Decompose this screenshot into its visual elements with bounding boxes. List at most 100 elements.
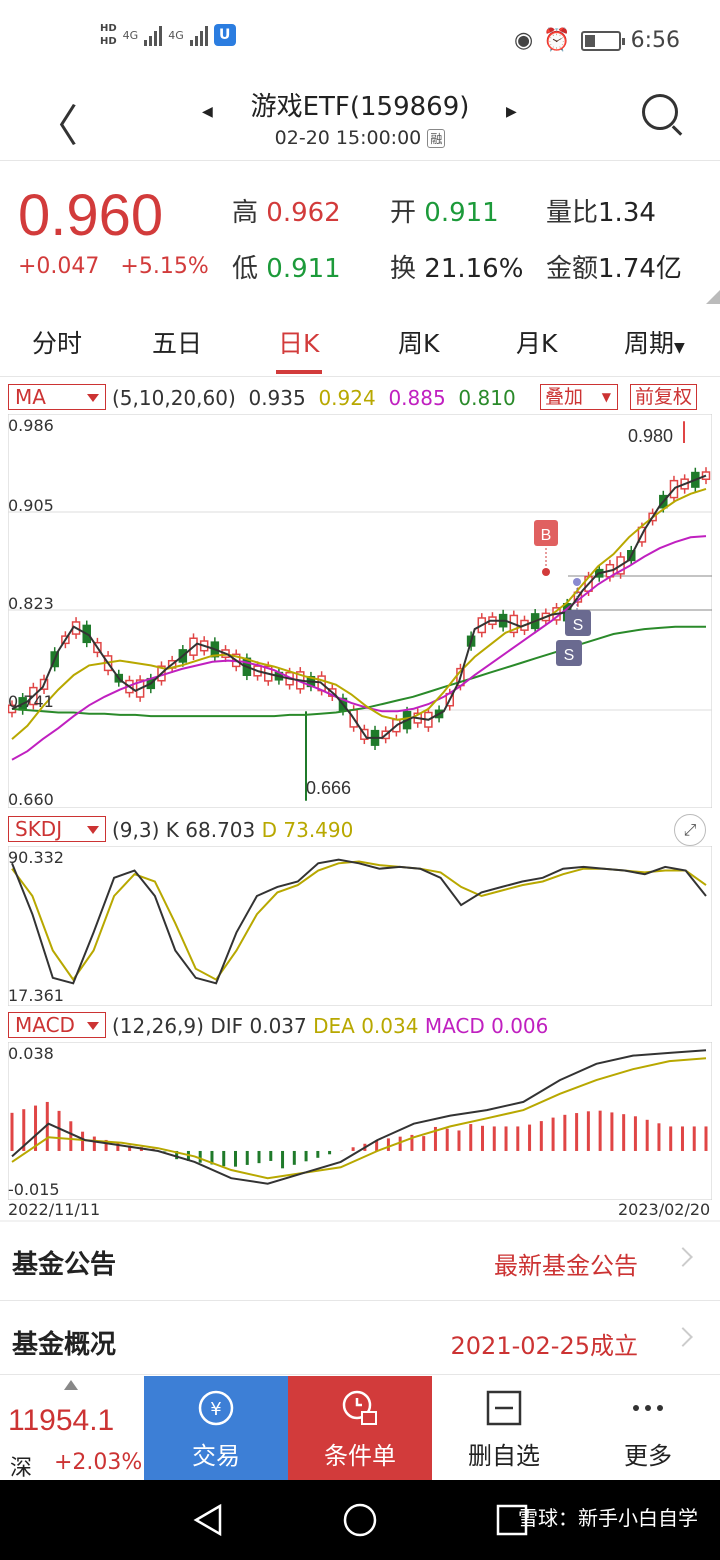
date-start: 2022/11/11 [8,1200,101,1219]
hd-indicator: HD HD [100,22,117,48]
macd-dif-label: DIF [210,1014,244,1038]
amount-value: 1.74亿 [598,254,682,284]
change-pct: +5.15% [120,254,209,279]
skdj-y-bottom: 17.361 [8,986,64,1005]
kline-chart[interactable]: B S S 0.980 0.666 [8,414,712,808]
trade-button[interactable]: ¥ 交易 [144,1376,288,1480]
index-pct: +2.03% [54,1450,143,1475]
tab-weekly-k[interactable]: 周K [398,329,440,358]
date-end: 2023/02/20 [618,1200,711,1219]
condition-label: 条件单 [324,1442,396,1470]
min-price-label: 0.666 [306,778,351,798]
minus-box-icon [486,1390,522,1426]
remove-watchlist-button[interactable]: 删自选 [432,1376,576,1480]
s-marker-label: S [573,617,584,634]
overview-title: 基金概况 [12,1330,117,1360]
volratio-value: 1.34 [598,198,656,228]
ma10-value: 0.924 [318,386,376,410]
b-marker-label: B [541,527,552,544]
trade-label: 交易 [192,1442,240,1470]
eye-icon: ◉ [513,28,534,53]
back-icon[interactable]: 〈 [34,101,78,152]
ma60-value: 0.810 [458,386,516,410]
bottom-toolbar: 11954.1 深 +2.03% ¥ 交易 条件单 删自选 更多 [0,1376,720,1481]
next-stock-icon[interactable]: ▶ [506,104,517,120]
kchart-y-4: 0.741 [8,692,54,711]
overlay-label: 叠加 [545,386,584,408]
overlay-chevron-icon: ▼ [601,390,611,404]
tab-period-label: 周期 [624,329,675,358]
network-label-2: 4G [168,28,184,42]
list-item-announcement[interactable]: 基金公告 最新基金公告 [0,1222,720,1300]
index-ticker[interactable]: 11954.1 深 +2.03% [0,1376,144,1481]
list-item-overview[interactable]: 基金概况 2021-02-25成立 [0,1302,720,1380]
tab-intraday[interactable]: 分时 [32,329,83,358]
turnover-cell: 换 21.16% [390,248,523,285]
open-cell: 开 0.911 [390,192,499,229]
more-icon [633,1405,663,1411]
chevron-right-icon [673,1247,693,1267]
prev-stock-icon[interactable]: ◀ [202,104,213,120]
last-price: 0.960 [18,183,164,248]
price-change: +0.047 +5.15% [18,254,223,279]
volratio-cell: 量比1.34 [546,192,656,229]
active-tab-underline [276,370,322,374]
kchart-y-2: 0.905 [8,496,54,515]
macd-selector-label: MACD [15,1013,75,1037]
announcement-value: 最新基金公告 [494,1252,638,1280]
tab-daily-k[interactable]: 日K [278,329,320,358]
low-value: 0.911 [266,254,341,284]
svg-text:¥: ¥ [210,1399,221,1420]
open-label: 开 [390,198,417,228]
more-button[interactable]: 更多 [576,1376,720,1480]
ma-lines [11,474,707,761]
skdj-d-label: D [261,818,278,842]
search-icon[interactable] [642,94,678,130]
adjust-button[interactable]: 前复权 [630,384,698,410]
chevron-down-icon: ▼ [674,340,685,356]
kdj-lines [11,858,707,985]
tab-monthly-k[interactable]: 月K [516,329,558,358]
tab-five-day[interactable]: 五日 [152,329,203,358]
hd1-label: HD [100,23,117,34]
back-nav-icon[interactable] [190,1502,224,1538]
ma5-value: 0.935 [248,386,306,410]
b-marker[interactable]: B [534,520,558,576]
kchart-y-3: 0.823 [8,594,54,613]
skdj-k-label: K [165,818,179,842]
trade-icon: ¥ [198,1390,234,1426]
clock: 6:56 [630,28,680,53]
ma60-line [11,625,706,718]
recents-nav-icon[interactable] [496,1504,528,1536]
dea-line [11,1057,707,1180]
tab-period[interactable]: 周期▼ [624,324,685,360]
condition-icon [342,1390,377,1425]
macd-params: (12,26,9) [112,1014,204,1038]
quote-time: 02-20 15:00:00 融 [0,127,720,149]
turnover-label: 换 [390,254,417,284]
ma-params: (5,10,20,60) [112,386,236,410]
ma-selector[interactable]: MA [8,384,106,410]
home-nav-icon[interactable] [342,1502,378,1538]
condition-order-button[interactable]: 条件单 [288,1376,432,1480]
skdj-selector[interactable]: SKDJ [8,816,106,842]
title-block: 游戏ETF(159869) 02-20 15:00:00 融 [0,86,720,149]
macd-chart[interactable] [8,1042,712,1200]
index-value: 11954.1 [8,1404,115,1437]
s-marker[interactable]: S S [556,578,591,666]
expand-icon[interactable]: ⤢ [674,814,706,846]
macd-selector[interactable]: MACD [8,1012,106,1038]
triangle-up-icon [64,1380,78,1390]
top-nav: 〈 ◀ 游戏ETF(159869) 02-20 15:00:00 融 ▶ [0,80,720,160]
change-abs: +0.047 [18,254,100,279]
overview-value: 2021-02-25成立 [450,1332,638,1360]
ma10-line [11,487,707,740]
datetime: 02-20 15:00:00 [274,127,422,149]
kdj-d-line [11,860,707,982]
chevron-right-icon [673,1327,693,1347]
overlay-button[interactable]: 叠加 ▼ [540,384,618,410]
expand-corner-icon[interactable] [706,290,720,304]
max-price-label: 0.980 [628,426,673,446]
signal-icon [144,24,163,46]
skdj-chart[interactable] [8,846,712,1006]
